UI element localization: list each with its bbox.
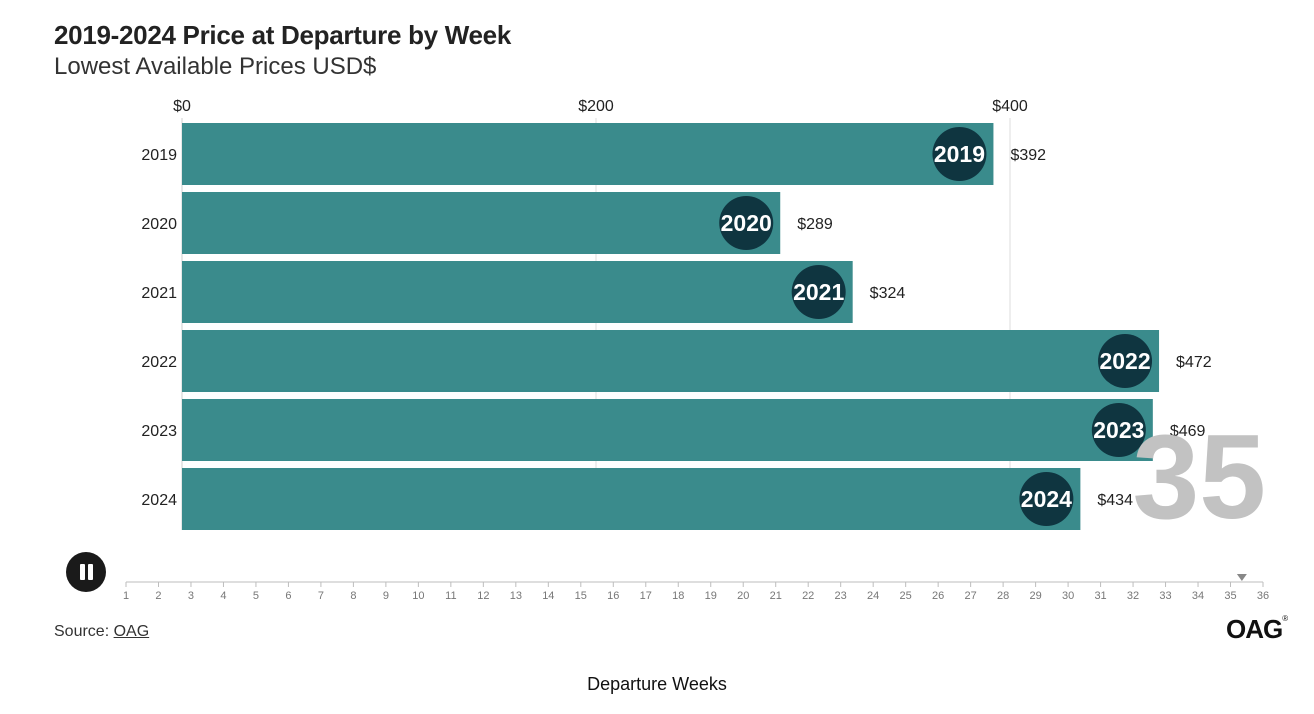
- year-badge-label: 2024: [1021, 486, 1072, 512]
- timeline-tick-label[interactable]: 30: [1062, 590, 1074, 602]
- current-week-indicator: 35: [1133, 410, 1266, 544]
- year-badge-label: 2019: [934, 141, 985, 167]
- bar-group-2020: 2020 2020 $289: [141, 192, 833, 254]
- x-tick-label: $0: [173, 98, 191, 115]
- timeline-axis-label: Departure Weeks: [587, 674, 727, 694]
- timeline-tick-label[interactable]: 3: [188, 590, 194, 602]
- source-note: Source: OAG: [54, 623, 149, 641]
- timeline-tick-label[interactable]: 23: [835, 590, 847, 602]
- timeline-tick-label[interactable]: 29: [1029, 590, 1041, 602]
- bar: [182, 192, 781, 254]
- timeline-tick-label[interactable]: 20: [737, 590, 749, 602]
- bar-group-2022: 2022 2022 $472: [141, 330, 1212, 392]
- timeline-tick-label[interactable]: 4: [220, 590, 226, 602]
- timeline-tick-label[interactable]: 28: [997, 590, 1009, 602]
- value-label: $289: [797, 216, 833, 233]
- value-label: $472: [1176, 354, 1212, 371]
- timeline-tick-label[interactable]: 32: [1127, 590, 1139, 602]
- oag-logo: OAG®: [1226, 614, 1288, 645]
- year-badge: [1098, 334, 1153, 388]
- source-prefix: Source:: [54, 623, 114, 640]
- category-label: 2023: [141, 423, 177, 440]
- year-badge: [1019, 472, 1074, 526]
- bar: [182, 468, 1081, 530]
- category-label: 2021: [141, 285, 177, 302]
- timeline-tick-label[interactable]: 31: [1094, 590, 1106, 602]
- timeline-tick-label[interactable]: 13: [510, 590, 522, 602]
- source-link[interactable]: OAG: [113, 623, 150, 640]
- timeline-tick-label[interactable]: 18: [672, 590, 684, 602]
- value-label: $469: [1170, 423, 1206, 440]
- year-badge-label: 2021: [793, 279, 844, 305]
- timeline-tick-label[interactable]: 17: [640, 590, 652, 602]
- chart-title: 2019-2024 Price at Departure by Week: [54, 20, 511, 50]
- bar: [182, 330, 1160, 392]
- category-label: 2022: [141, 354, 177, 371]
- year-badge-label: 2022: [1099, 348, 1150, 374]
- year-badge: [932, 127, 987, 181]
- timeline-tick-label[interactable]: 12: [477, 590, 489, 602]
- category-label: 2019: [141, 147, 177, 164]
- bar: [182, 261, 853, 323]
- year-badge: [1091, 403, 1146, 457]
- timeline-tick-label[interactable]: 5: [253, 590, 259, 602]
- pause-icon-bar: [88, 564, 93, 580]
- timeline-tick-label[interactable]: 35: [1224, 590, 1236, 602]
- value-label: $392: [1010, 147, 1046, 164]
- x-tick-label: $200: [578, 98, 614, 115]
- timeline-handle[interactable]: [1236, 574, 1247, 581]
- year-badge-label: 2020: [721, 210, 772, 236]
- bar-group-2024: 2024 2024 $434: [141, 468, 1133, 530]
- timeline-tick-label[interactable]: 9: [383, 590, 389, 602]
- year-badge-label: 2023: [1093, 417, 1144, 443]
- x-tick-label: $400: [992, 98, 1028, 115]
- timeline-tick-label[interactable]: 1: [123, 590, 129, 602]
- timeline-tick-label[interactable]: 22: [802, 590, 814, 602]
- timeline-tick-label[interactable]: 11: [445, 590, 456, 602]
- bar-group-2023: 2023 2023 $469: [141, 399, 1206, 461]
- timeline-tick-label[interactable]: 10: [412, 590, 424, 602]
- timeline-tick-label[interactable]: 7: [318, 590, 324, 602]
- value-label: $324: [870, 285, 906, 302]
- year-badge: [719, 196, 774, 250]
- value-label: $434: [1097, 492, 1133, 509]
- timeline-tick-label[interactable]: 33: [1159, 590, 1171, 602]
- logo-text: OAG: [1226, 614, 1283, 644]
- timeline-tick-label[interactable]: 8: [350, 590, 356, 602]
- timeline-tick-label[interactable]: 25: [900, 590, 912, 602]
- bar: [182, 399, 1153, 461]
- timeline-tick-label[interactable]: 21: [770, 590, 782, 602]
- timeline-tick-label[interactable]: 14: [542, 590, 554, 602]
- pause-button[interactable]: [66, 552, 106, 592]
- timeline-tick-label[interactable]: 27: [965, 590, 977, 602]
- pause-icon: [80, 564, 85, 580]
- timeline-tick-label[interactable]: 34: [1192, 590, 1204, 602]
- bar-group-2021: 2021 2021 $324: [141, 261, 905, 323]
- timeline-tick-label[interactable]: 24: [867, 590, 879, 602]
- timeline-tick-label[interactable]: 2: [155, 590, 161, 602]
- year-badge: [791, 265, 846, 319]
- timeline-tick-label[interactable]: 6: [285, 590, 291, 602]
- timeline-tick-label[interactable]: 19: [705, 590, 717, 602]
- logo-reg: ®: [1282, 614, 1288, 623]
- timeline-tick-label[interactable]: 36: [1257, 590, 1269, 602]
- bar-group-2019: 2019 2019 $392: [141, 123, 1046, 185]
- bar: [182, 123, 994, 185]
- chart-subtitle: Lowest Available Prices USD$: [54, 53, 377, 80]
- timeline-tick-label[interactable]: 26: [932, 590, 944, 602]
- timeline-tick-label[interactable]: 15: [575, 590, 587, 602]
- category-label: 2024: [141, 492, 177, 509]
- timeline-tick-label[interactable]: 16: [607, 590, 619, 602]
- category-label: 2020: [141, 216, 177, 233]
